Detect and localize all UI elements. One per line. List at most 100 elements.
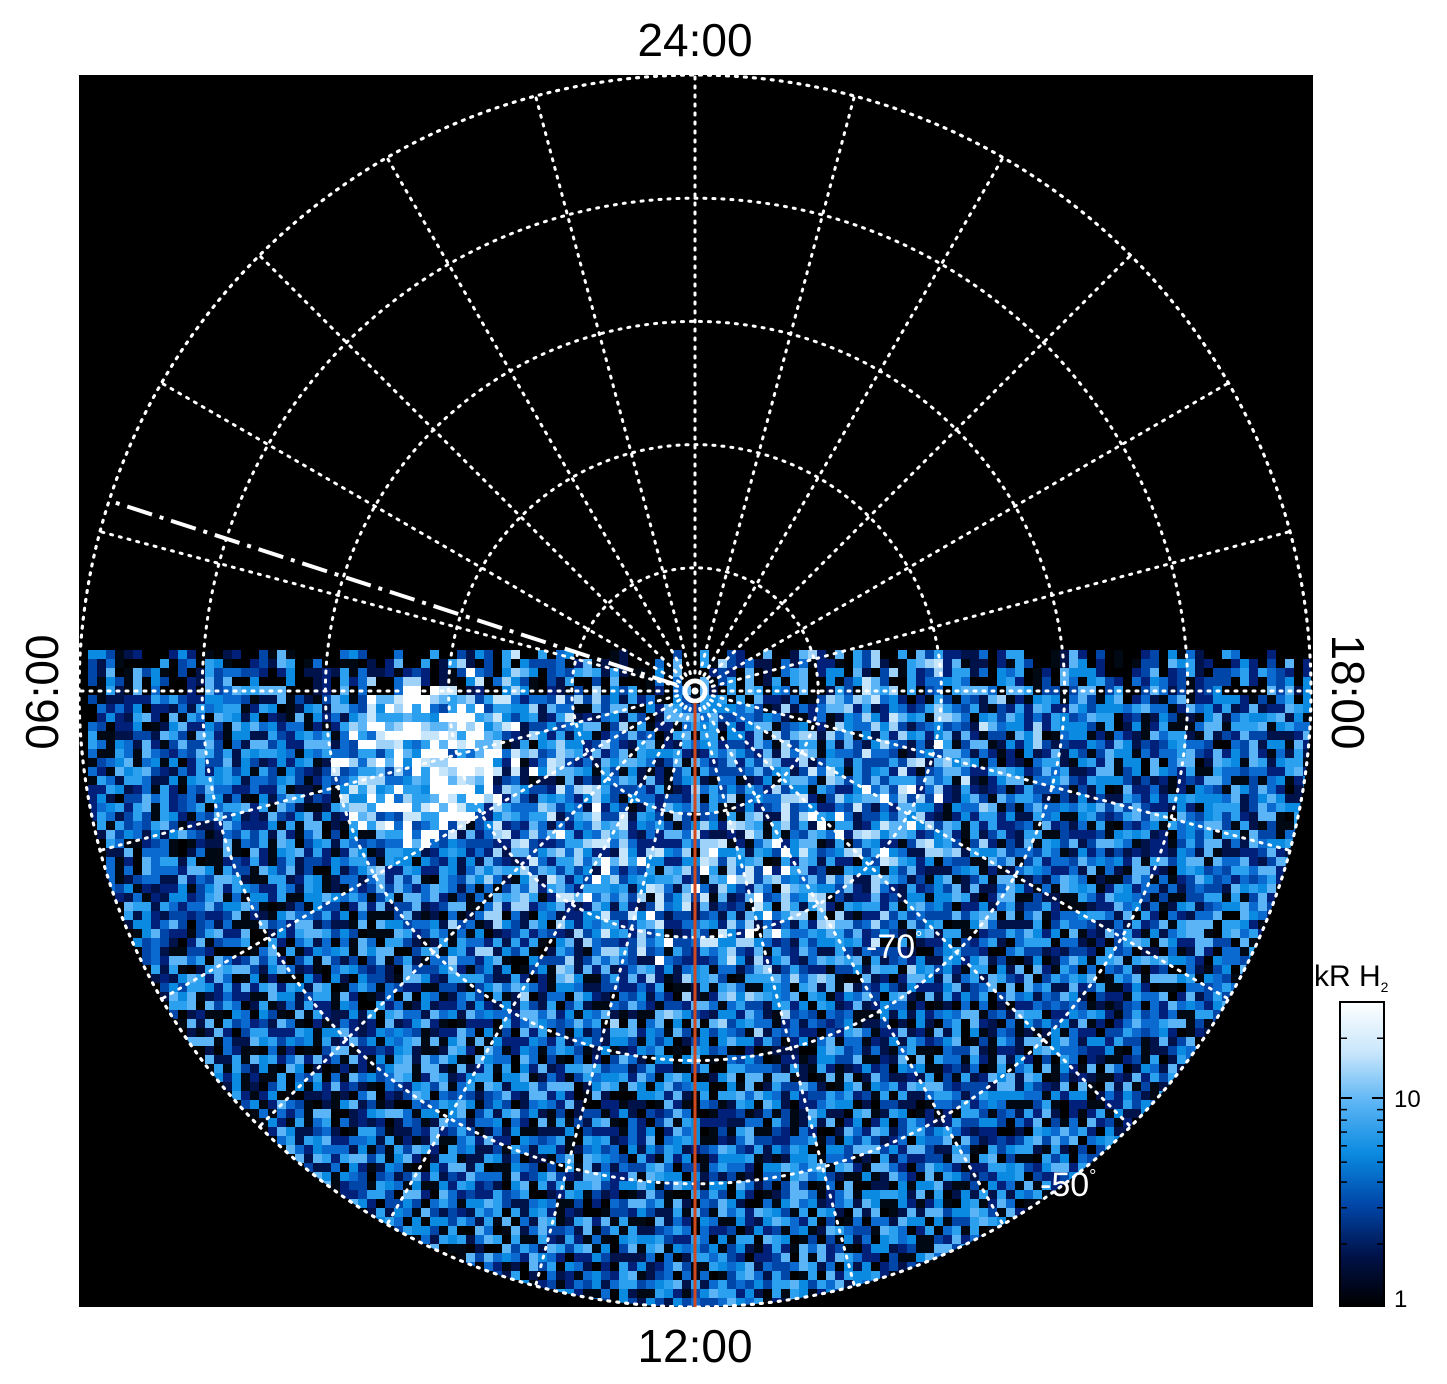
heatmap-cell (808, 776, 817, 785)
heatmap-cell (844, 965, 853, 974)
heatmap-cell (916, 893, 925, 902)
heatmap-cell (196, 884, 205, 911)
heatmap-cell (304, 956, 313, 965)
heatmap-cell (727, 785, 736, 794)
heatmap-cell (241, 992, 250, 1001)
heatmap-cell (880, 857, 889, 866)
heatmap-cell (826, 956, 835, 965)
heatmap-cell (1249, 704, 1258, 713)
heatmap-cell (1123, 947, 1132, 956)
heatmap-cell (439, 1001, 448, 1010)
heatmap-cell (835, 776, 844, 785)
heatmap-cell (259, 983, 268, 992)
heatmap-cell (340, 938, 349, 947)
heatmap-cell (313, 812, 322, 821)
heatmap-cell (772, 920, 781, 929)
heatmap-cell (727, 794, 736, 803)
heatmap-cell (385, 893, 394, 902)
heatmap-cell (430, 1028, 439, 1037)
heatmap-cell (916, 929, 925, 938)
heatmap-cell (115, 830, 124, 839)
heatmap-cell (358, 965, 367, 974)
heatmap-cell (1159, 884, 1168, 893)
heatmap-cell (97, 803, 106, 812)
heatmap-cell (772, 875, 781, 884)
heatmap-cell (1078, 866, 1087, 875)
heatmap-cell (448, 992, 457, 1001)
heatmap-cell (547, 992, 556, 1001)
heatmap-cell (844, 893, 853, 902)
heatmap-cell (925, 992, 934, 1001)
heatmap-cell (988, 1028, 997, 1037)
heatmap-cell (709, 992, 718, 1001)
heatmap-cell (1105, 1010, 1114, 1019)
heatmap-cell (1285, 722, 1294, 731)
heatmap-cell (160, 947, 169, 956)
heatmap-cell (898, 974, 907, 983)
heatmap-cell (619, 965, 628, 974)
heatmap-cell (1069, 983, 1078, 992)
heatmap-cell (178, 884, 187, 893)
heatmap-cell (529, 1010, 538, 1019)
heatmap-cell (1105, 965, 1114, 974)
heatmap-cell (556, 767, 565, 776)
heatmap-cell (214, 1001, 223, 1010)
heatmap-cell (871, 1010, 880, 1019)
heatmap-cell (394, 893, 403, 902)
heatmap-cell (556, 992, 565, 1001)
heatmap-cell (1123, 740, 1132, 767)
heatmap-cell (700, 650, 709, 668)
heatmap-cell (565, 848, 574, 857)
heatmap-cell (466, 902, 475, 911)
heatmap-cell (313, 758, 322, 767)
heatmap-cell (232, 1037, 241, 1046)
heatmap-cell (358, 704, 367, 713)
heatmap-cell (1249, 893, 1258, 902)
heatmap-cell (277, 911, 286, 920)
heatmap-cell (745, 929, 754, 938)
heatmap-cell (889, 1028, 898, 1037)
heatmap-cell (394, 1010, 403, 1019)
heatmap-cell (565, 695, 574, 704)
heatmap-cell (1078, 974, 1087, 983)
heatmap-cell (385, 929, 394, 938)
heatmap-cell (565, 713, 574, 722)
heatmap-cell (1231, 857, 1240, 866)
heatmap-cell (871, 1037, 880, 1046)
heatmap-cell (1132, 893, 1141, 902)
heatmap-cell (1213, 974, 1222, 983)
heatmap-cell (1222, 839, 1231, 848)
heatmap-cell (916, 902, 925, 911)
heatmap-cell (790, 1019, 799, 1028)
heatmap-cell (646, 893, 655, 902)
heatmap-cell (781, 830, 790, 839)
heatmap-cell (1150, 902, 1159, 911)
heatmap-cell (160, 965, 169, 974)
heatmap-cell (1024, 911, 1033, 920)
heatmap-cell (214, 695, 223, 704)
heatmap-cell (601, 830, 610, 839)
heatmap-cell (565, 749, 574, 758)
heatmap-cell (484, 1028, 493, 1037)
heatmap-cell (160, 911, 169, 920)
heatmap-cell (466, 740, 475, 749)
heatmap-cell (736, 650, 745, 668)
heatmap-cell (295, 947, 304, 956)
heatmap-cell (952, 956, 961, 965)
heatmap-cell (1177, 650, 1186, 659)
heatmap-cell (412, 695, 421, 704)
heatmap-cell (1024, 938, 1033, 947)
heatmap-cell (610, 821, 619, 830)
heatmap-cell (592, 929, 601, 938)
heatmap-cell (241, 1010, 250, 1019)
heatmap-cell (457, 974, 466, 983)
heatmap-cell (1204, 929, 1213, 938)
heatmap-cell (988, 848, 997, 857)
heatmap-cell (637, 974, 646, 983)
heatmap-cell (709, 920, 718, 929)
heatmap-cell (898, 767, 907, 776)
heatmap-cell (1186, 704, 1195, 713)
heatmap-cell (1267, 821, 1276, 848)
heatmap-cell (304, 947, 313, 956)
heatmap-cell (1168, 902, 1177, 911)
